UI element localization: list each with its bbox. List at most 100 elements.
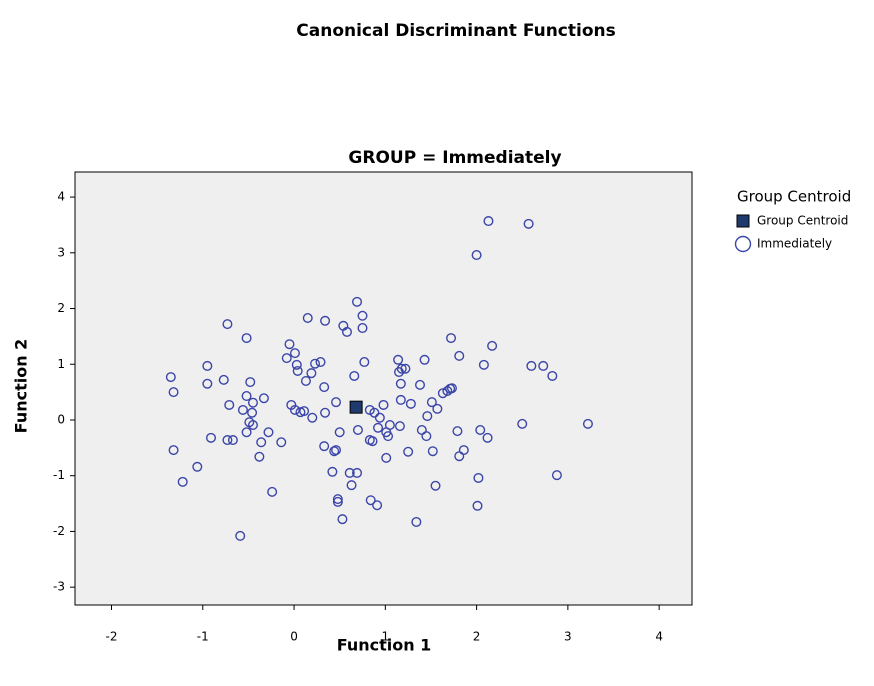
data-point: [222, 435, 233, 446]
data-point: [369, 407, 380, 418]
data-point: [395, 378, 406, 389]
data-point: [373, 422, 384, 433]
data-point: [359, 357, 370, 368]
data-point: [395, 394, 406, 405]
data-point: [319, 441, 330, 452]
data-point: [394, 421, 405, 432]
data-point: [472, 500, 483, 511]
data-point: [299, 406, 310, 417]
data-point: [446, 333, 457, 344]
data-point: [349, 400, 363, 414]
data-point: [381, 452, 392, 463]
data-point: [478, 359, 489, 370]
x-tick-label: -2: [106, 630, 118, 644]
data-point: [327, 466, 338, 477]
data-point: [289, 348, 300, 359]
x-tick-label: 0: [290, 630, 298, 644]
x-tick-label: -1: [197, 630, 209, 644]
data-point: [247, 420, 258, 431]
data-point: [427, 446, 438, 457]
data-point: [263, 427, 274, 438]
data-point: [357, 323, 368, 334]
data-point: [365, 495, 376, 506]
data-point: [256, 437, 267, 448]
data-point: [320, 315, 331, 326]
data-point: [310, 358, 321, 369]
data-point: [202, 360, 213, 371]
data-point: [331, 397, 342, 408]
data-point: [426, 397, 437, 408]
data-point: [222, 319, 233, 330]
data-point: [483, 216, 494, 227]
data-point: [471, 250, 482, 261]
data-point: [454, 350, 465, 361]
data-point: [422, 411, 433, 422]
y-tick-label: 1: [57, 357, 65, 371]
data-point: [192, 461, 203, 472]
data-point: [306, 368, 317, 379]
x-tick-label: 1: [382, 630, 390, 644]
data-point: [352, 467, 363, 478]
data-point: [315, 357, 326, 368]
data-point: [352, 296, 363, 307]
x-tick-label: 3: [564, 630, 572, 644]
legend-label: Immediately: [757, 237, 832, 251]
data-point: [551, 470, 562, 481]
data-point: [487, 340, 498, 351]
data-point: [247, 397, 258, 408]
data-point: [300, 375, 311, 386]
data-point: [346, 480, 357, 491]
data-point: [352, 425, 363, 436]
data-point: [202, 378, 213, 389]
data-point: [224, 399, 235, 410]
data-point: [341, 326, 352, 337]
data-point: [526, 360, 537, 371]
data-point: [319, 382, 330, 393]
legend-marker: [734, 235, 752, 253]
data-point: [473, 472, 484, 483]
data-point: [403, 446, 414, 457]
data-point: [284, 339, 295, 350]
data-point: [393, 354, 404, 365]
y-tick-label: 4: [57, 190, 65, 204]
y-tick-label: -3: [53, 580, 65, 594]
data-point: [165, 372, 176, 383]
data-point: [523, 218, 534, 229]
data-point: [582, 418, 593, 429]
data-point: [381, 427, 392, 438]
data-point: [349, 370, 360, 381]
data-point: [254, 451, 265, 462]
data-point: [331, 445, 342, 456]
data-point: [320, 407, 331, 418]
data-point: [177, 476, 188, 487]
data-point: [267, 486, 278, 497]
data-point: [218, 374, 229, 385]
data-point: [454, 451, 465, 462]
data-point: [247, 407, 258, 418]
data-point: [415, 379, 426, 390]
data-point: [357, 310, 368, 321]
plot-area: [74, 171, 693, 606]
y-axis-label: Function 2: [12, 339, 31, 434]
data-point: [475, 425, 486, 436]
data-point: [332, 494, 343, 505]
data-point: [432, 403, 443, 414]
y-tick-label: -1: [53, 468, 65, 482]
data-point: [307, 412, 318, 423]
data-point: [430, 480, 441, 491]
data-point: [168, 387, 179, 398]
data-point: [334, 427, 345, 438]
data-point: [235, 530, 246, 541]
data-point: [245, 377, 256, 388]
data-point: [292, 365, 303, 376]
data-point: [344, 467, 355, 478]
data-point: [538, 360, 549, 371]
data-point: [205, 432, 216, 443]
data-point: [281, 353, 292, 364]
legend-title: Group Centroid: [737, 188, 851, 206]
data-point: [329, 446, 340, 457]
data-point: [227, 435, 238, 446]
data-point: [337, 514, 348, 525]
data-point: [241, 391, 252, 402]
